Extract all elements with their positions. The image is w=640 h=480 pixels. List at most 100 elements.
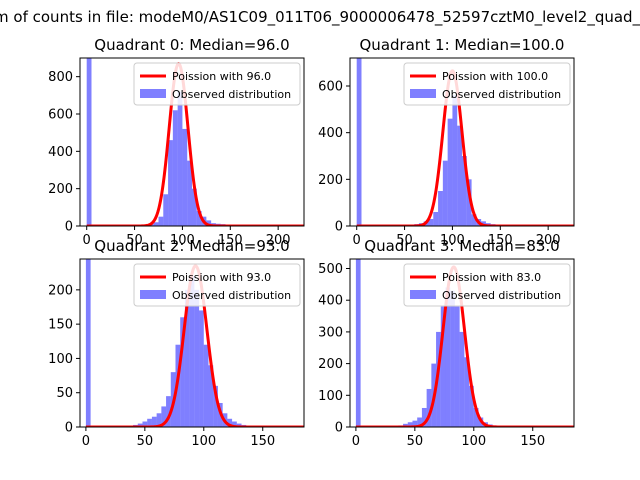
legend-bars-swatch <box>410 290 436 299</box>
legend-bars-label: Observed distribution <box>442 88 561 101</box>
y-tick-label: 100 <box>318 389 343 404</box>
histogram-bar <box>147 418 152 427</box>
panel-quadrant-3: 0 50 100 150 0 100 200 300 400 500 Poission with 8… <box>318 237 575 449</box>
legend-curve-label: Poission with 96.0 <box>172 70 271 83</box>
axes-frame <box>79 57 305 227</box>
poisson-curve <box>355 69 574 226</box>
histogram-bar <box>153 222 159 226</box>
plot-area <box>355 58 574 226</box>
histogram-bar <box>206 220 212 226</box>
histogram-bar <box>421 407 427 427</box>
histogram-bar <box>236 423 242 427</box>
y-tick-label: 400 <box>318 294 343 309</box>
histogram-bar <box>442 160 448 226</box>
histogram-bar <box>163 194 169 226</box>
panel-title: Quadrant 1: Median=100.0 <box>360 36 565 54</box>
legend-curve-label: Poission with 83.0 <box>442 271 541 284</box>
panel-quadrant-2: 0 50 100 150 0 50 100 150 200 Poission with 93.0 O… <box>48 237 305 449</box>
histogram-bar <box>412 420 418 427</box>
y-tick-label: 800 <box>48 70 73 85</box>
histogram-bar <box>356 58 362 226</box>
axes-frame <box>349 258 575 428</box>
histogram-bar <box>85 259 91 427</box>
histogram-bar <box>161 406 167 427</box>
legend-bars-swatch <box>140 290 166 299</box>
histogram-bar <box>172 110 178 226</box>
legend-box <box>403 62 571 106</box>
panel-title: Quadrant 2: Median=93.0 <box>94 237 289 255</box>
histogram-bar <box>156 413 162 427</box>
histogram-bar <box>184 289 190 427</box>
legend-bars-swatch <box>140 89 166 98</box>
histogram-bar <box>462 156 467 226</box>
y-tick-label: 600 <box>48 108 73 123</box>
histogram-bar <box>137 423 143 427</box>
histogram-bar <box>203 344 209 427</box>
y-tick-label: 400 <box>48 145 73 160</box>
x-tick-label: 0 <box>353 233 361 248</box>
x-tick-label: 150 <box>218 233 243 248</box>
x-tick-label: 100 <box>461 434 486 449</box>
legend-box <box>133 263 301 307</box>
legend-curve-label: Poission with 100.0 <box>442 70 548 83</box>
poisson-curve <box>85 62 304 226</box>
x-tick-label: 100 <box>191 434 216 449</box>
histogram-bar <box>464 357 470 427</box>
histogram-bar <box>469 385 474 427</box>
histogram-bar <box>438 191 443 226</box>
histogram-bar <box>407 422 413 427</box>
histogram-bar <box>208 365 214 427</box>
histogram-bar <box>194 289 200 427</box>
legend: Poission with 100.0 Observed distribution <box>403 62 571 106</box>
histogram-bar <box>180 317 185 427</box>
y-tick-label: 0 <box>65 421 73 436</box>
histogram-bar <box>452 95 458 226</box>
histogram-bar <box>417 417 422 427</box>
histogram-bar <box>232 421 237 427</box>
y-tick-label: 200 <box>318 357 343 372</box>
histogram-bar <box>177 91 183 226</box>
histogram-bar <box>454 306 460 427</box>
y-tick-label: 100 <box>48 352 73 367</box>
y-tick-label: 50 <box>56 386 73 401</box>
y-tick-label: 500 <box>318 262 343 277</box>
x-tick-label: 100 <box>170 233 195 248</box>
histogram-bar <box>433 212 439 226</box>
histogram-bar <box>199 310 204 427</box>
histogram-bar <box>196 211 202 226</box>
x-tick-label: 150 <box>520 434 545 449</box>
histogram-bar <box>471 214 477 226</box>
legend: Poission with 83.0 Observed distribution <box>403 263 571 307</box>
y-tick-label: 300 <box>318 325 343 340</box>
panel-quadrant-0: 0 50 100 150 200 0 200 400 600 800 Poission with 9… <box>48 36 305 248</box>
histogram-bar <box>428 219 434 226</box>
histogram-bar <box>227 418 233 427</box>
panel-quadrant-1: 0 50 100 150 200 0 200 400 600 Poission with 100.… <box>318 36 575 248</box>
legend-bars-label: Observed distribution <box>442 289 561 302</box>
histogram-bar <box>86 58 92 226</box>
plot-area <box>354 259 574 427</box>
histogram-bar <box>213 385 218 427</box>
x-tick-label: 150 <box>488 233 513 248</box>
legend-bars-label: Observed distribution <box>172 88 291 101</box>
x-tick-label: 50 <box>396 233 413 248</box>
histogram-bar <box>151 416 157 427</box>
legend-box <box>133 62 301 106</box>
histogram-bar <box>403 423 408 427</box>
y-tick-label: 200 <box>48 283 73 298</box>
histogram-bar <box>355 259 361 427</box>
histogram-bar <box>457 125 462 226</box>
panel-title: Quadrant 0: Median=96.0 <box>94 36 289 54</box>
y-tick-label: 0 <box>65 220 73 235</box>
histogram-bar <box>182 128 188 226</box>
y-tick-label: 0 <box>335 220 343 235</box>
histogram-bar <box>166 396 171 427</box>
histogram-bar <box>142 421 148 427</box>
panel-title: Quadrant 3: Median=83.0 <box>364 237 559 255</box>
histogram-bar <box>189 276 195 427</box>
histogram-bar <box>473 407 479 427</box>
axes-frame <box>349 57 575 227</box>
x-tick-label: 200 <box>536 233 561 248</box>
histogram-bar <box>440 306 446 427</box>
